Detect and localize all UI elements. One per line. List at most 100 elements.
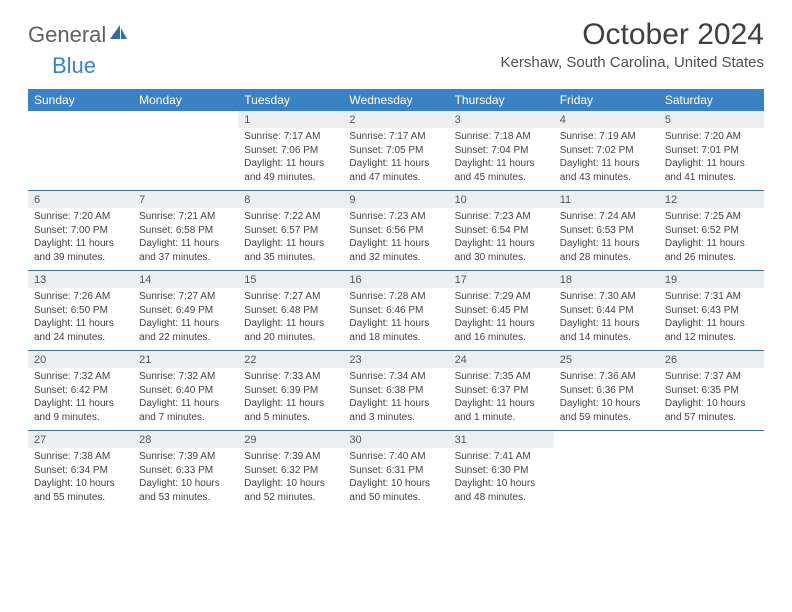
- dayhead-sat: Saturday: [659, 89, 764, 111]
- daylight-text-2: and 24 minutes.: [34, 331, 127, 345]
- day-info: Sunrise: 7:21 AMSunset: 6:58 PMDaylight:…: [133, 208, 238, 271]
- day-header-row: Sunday Monday Tuesday Wednesday Thursday…: [28, 89, 764, 111]
- day-info-empty: [659, 448, 764, 510]
- day-number: 14: [133, 271, 238, 288]
- daylight-text-1: Daylight: 11 hours: [34, 397, 127, 411]
- sunset-text: Sunset: 7:06 PM: [244, 144, 337, 158]
- daylight-text-2: and 53 minutes.: [139, 491, 232, 505]
- day-number: 1: [238, 111, 343, 128]
- day-info: Sunrise: 7:23 AMSunset: 6:56 PMDaylight:…: [343, 208, 448, 271]
- location: Kershaw, South Carolina, United States: [501, 54, 764, 71]
- daylight-text-2: and 20 minutes.: [244, 331, 337, 345]
- sunset-text: Sunset: 6:57 PM: [244, 224, 337, 238]
- day-info: Sunrise: 7:36 AMSunset: 6:36 PMDaylight:…: [554, 368, 659, 431]
- day-number-row: 12345: [28, 111, 764, 128]
- daylight-text-1: Daylight: 11 hours: [349, 397, 442, 411]
- sunrise-text: Sunrise: 7:35 AM: [455, 370, 548, 384]
- daylight-text-2: and 3 minutes.: [349, 411, 442, 425]
- logo-sail-icon: [108, 21, 128, 47]
- day-number: 4: [554, 111, 659, 128]
- day-number: 19: [659, 271, 764, 288]
- daylight-text-2: and 49 minutes.: [244, 171, 337, 185]
- daylight-text-1: Daylight: 11 hours: [139, 397, 232, 411]
- daylight-text-2: and 37 minutes.: [139, 251, 232, 265]
- day-number: 25: [554, 351, 659, 368]
- day-number-empty: [554, 431, 659, 448]
- day-info: Sunrise: 7:37 AMSunset: 6:35 PMDaylight:…: [659, 368, 764, 431]
- daylight-text-2: and 26 minutes.: [665, 251, 758, 265]
- sunrise-text: Sunrise: 7:32 AM: [34, 370, 127, 384]
- day-number: 13: [28, 271, 133, 288]
- day-info: Sunrise: 7:22 AMSunset: 6:57 PMDaylight:…: [238, 208, 343, 271]
- sunrise-text: Sunrise: 7:40 AM: [349, 450, 442, 464]
- daylight-text-1: Daylight: 11 hours: [560, 317, 653, 331]
- day-info: Sunrise: 7:17 AMSunset: 7:05 PMDaylight:…: [343, 128, 448, 191]
- daylight-text-2: and 12 minutes.: [665, 331, 758, 345]
- day-info: Sunrise: 7:17 AMSunset: 7:06 PMDaylight:…: [238, 128, 343, 191]
- sunrise-text: Sunrise: 7:32 AM: [139, 370, 232, 384]
- sunrise-text: Sunrise: 7:19 AM: [560, 130, 653, 144]
- sunset-text: Sunset: 6:35 PM: [665, 384, 758, 398]
- dayhead-tue: Tuesday: [238, 89, 343, 111]
- daylight-text-1: Daylight: 11 hours: [560, 157, 653, 171]
- daylight-text-2: and 5 minutes.: [244, 411, 337, 425]
- daylight-text-2: and 30 minutes.: [455, 251, 548, 265]
- day-number: 9: [343, 191, 448, 208]
- day-number: 30: [343, 431, 448, 448]
- day-info: Sunrise: 7:20 AMSunset: 7:00 PMDaylight:…: [28, 208, 133, 271]
- dayhead-thu: Thursday: [449, 89, 554, 111]
- sunrise-text: Sunrise: 7:25 AM: [665, 210, 758, 224]
- daylight-text-2: and 9 minutes.: [34, 411, 127, 425]
- day-number: 29: [238, 431, 343, 448]
- daylight-text-2: and 7 minutes.: [139, 411, 232, 425]
- daylight-text-1: Daylight: 11 hours: [349, 317, 442, 331]
- daylight-text-2: and 50 minutes.: [349, 491, 442, 505]
- day-number-empty: [659, 431, 764, 448]
- day-info: Sunrise: 7:27 AMSunset: 6:48 PMDaylight:…: [238, 288, 343, 351]
- daylight-text-2: and 47 minutes.: [349, 171, 442, 185]
- sunrise-text: Sunrise: 7:27 AM: [244, 290, 337, 304]
- sunrise-text: Sunrise: 7:24 AM: [560, 210, 653, 224]
- daylight-text-1: Daylight: 11 hours: [244, 157, 337, 171]
- sunrise-text: Sunrise: 7:33 AM: [244, 370, 337, 384]
- day-info-row: Sunrise: 7:17 AMSunset: 7:06 PMDaylight:…: [28, 128, 764, 191]
- sunrise-text: Sunrise: 7:22 AM: [244, 210, 337, 224]
- day-number: 10: [449, 191, 554, 208]
- sunset-text: Sunset: 6:36 PM: [560, 384, 653, 398]
- day-info-row: Sunrise: 7:20 AMSunset: 7:00 PMDaylight:…: [28, 208, 764, 271]
- day-number-row: 2728293031: [28, 431, 764, 448]
- daylight-text-1: Daylight: 11 hours: [244, 397, 337, 411]
- calendar-table: Sunday Monday Tuesday Wednesday Thursday…: [28, 89, 764, 510]
- dayhead-sun: Sunday: [28, 89, 133, 111]
- daylight-text-2: and 57 minutes.: [665, 411, 758, 425]
- sunrise-text: Sunrise: 7:31 AM: [665, 290, 758, 304]
- day-info: Sunrise: 7:39 AMSunset: 6:32 PMDaylight:…: [238, 448, 343, 510]
- sunset-text: Sunset: 6:46 PM: [349, 304, 442, 318]
- day-info-empty: [554, 448, 659, 510]
- sunset-text: Sunset: 7:01 PM: [665, 144, 758, 158]
- day-info-row: Sunrise: 7:32 AMSunset: 6:42 PMDaylight:…: [28, 368, 764, 431]
- day-info: Sunrise: 7:32 AMSunset: 6:42 PMDaylight:…: [28, 368, 133, 431]
- day-number-empty: [133, 111, 238, 128]
- logo-text-general: General: [28, 22, 106, 48]
- sunset-text: Sunset: 6:53 PM: [560, 224, 653, 238]
- daylight-text-1: Daylight: 10 hours: [34, 477, 127, 491]
- sunset-text: Sunset: 6:52 PM: [665, 224, 758, 238]
- daylight-text-2: and 32 minutes.: [349, 251, 442, 265]
- daylight-text-2: and 55 minutes.: [34, 491, 127, 505]
- day-number-row: 6789101112: [28, 191, 764, 208]
- sunrise-text: Sunrise: 7:39 AM: [244, 450, 337, 464]
- day-info: Sunrise: 7:32 AMSunset: 6:40 PMDaylight:…: [133, 368, 238, 431]
- day-info-empty: [28, 128, 133, 191]
- day-number-empty: [28, 111, 133, 128]
- day-number: 22: [238, 351, 343, 368]
- day-info: Sunrise: 7:30 AMSunset: 6:44 PMDaylight:…: [554, 288, 659, 351]
- sunset-text: Sunset: 6:50 PM: [34, 304, 127, 318]
- sunset-text: Sunset: 6:44 PM: [560, 304, 653, 318]
- day-number: 18: [554, 271, 659, 288]
- sunrise-text: Sunrise: 7:36 AM: [560, 370, 653, 384]
- day-number: 12: [659, 191, 764, 208]
- day-info: Sunrise: 7:34 AMSunset: 6:38 PMDaylight:…: [343, 368, 448, 431]
- sunrise-text: Sunrise: 7:30 AM: [560, 290, 653, 304]
- sunset-text: Sunset: 6:54 PM: [455, 224, 548, 238]
